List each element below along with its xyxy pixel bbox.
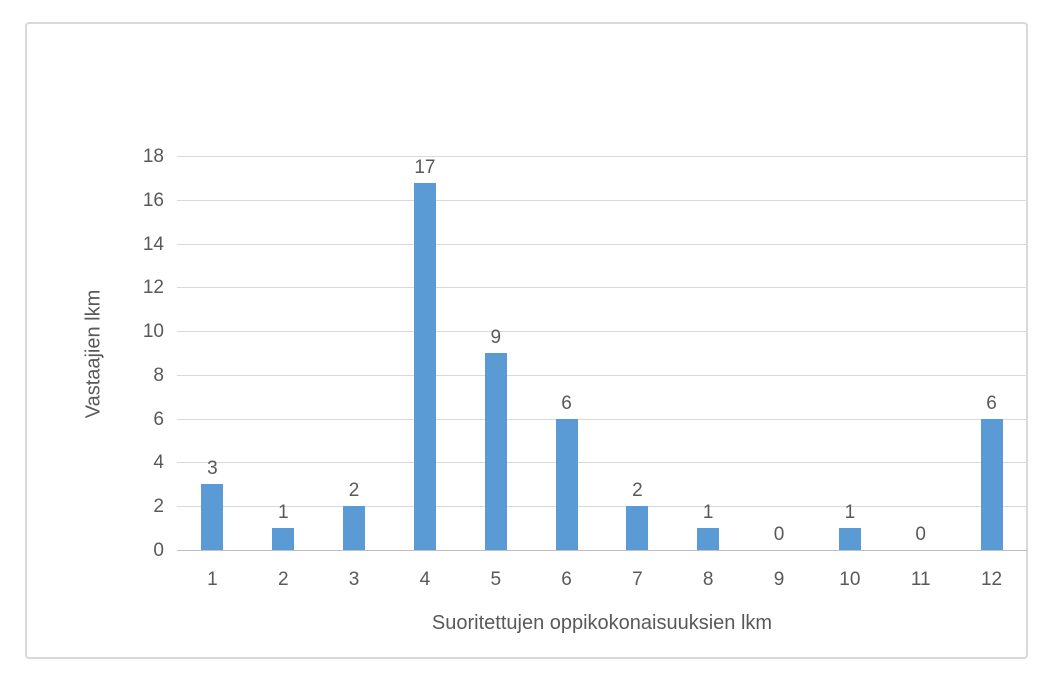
y-axis-tick-label: 12: [142, 277, 164, 299]
x-axis-category-labels: 1 2 3 4 5 6 7 8 9 10 11 12: [177, 569, 1027, 591]
y-axis-tick-label: 18: [142, 146, 164, 167]
x-axis-category-label: 3: [348, 569, 360, 590]
bar-slot: 0: [744, 157, 815, 550]
y-axis-tick-label: 6: [153, 408, 164, 430]
x-axis-category-label: 7: [632, 569, 643, 590]
gridline: [177, 506, 1027, 508]
bar-slot: 9: [460, 157, 531, 550]
x-axis-category-label: 2: [277, 569, 289, 590]
bar-slot: 6: [531, 157, 602, 550]
bar-slot: 3: [177, 157, 248, 550]
bar-value-label: 0: [773, 524, 785, 545]
gridline: [177, 331, 1027, 333]
bar-value-label: 9: [490, 327, 502, 348]
y-axis-tick-label: 0: [153, 540, 164, 561]
bar: [413, 183, 436, 550]
bar-slot: 1: [248, 157, 319, 550]
y-axis-tick-label: 4: [153, 452, 164, 474]
y-axis-tick-label: 2: [153, 496, 164, 518]
bar-value-label: 6: [986, 392, 997, 414]
y-axis-tick-label: 16: [142, 189, 164, 211]
bar-slot: 17: [389, 157, 460, 550]
x-axis-title: Suoritettujen oppikokonaisuuksien lkm: [431, 612, 773, 634]
bar: [626, 506, 649, 550]
bar: [980, 418, 1003, 550]
y-axis-ticks: 0 2 4 6 8 10 12 14 16 18: [27, 146, 164, 561]
x-axis-category-label: 8: [702, 569, 714, 590]
x-axis-category-label: 1: [207, 569, 218, 590]
gridline: [177, 156, 1027, 157]
bar-slot: 0: [885, 157, 956, 550]
bar-slot: 6: [956, 157, 1027, 550]
x-axis-category-label: 4: [419, 569, 431, 590]
bar: [697, 528, 720, 550]
bar-value-label: 6: [561, 392, 572, 414]
bar-value-label: 1: [277, 502, 289, 524]
gridline: [177, 374, 1027, 376]
bar-value-label: 0: [915, 524, 926, 545]
y-axis-tick-label: 14: [142, 233, 164, 255]
gridlines: [177, 156, 1027, 550]
bar-slot: 2: [319, 157, 390, 550]
x-axis-category-label: 12: [980, 569, 1003, 590]
x-axis-category-label: 5: [490, 569, 502, 590]
y-axis-tick-label: 10: [142, 321, 164, 343]
bar: [838, 528, 861, 550]
x-axis-category-label: 9: [773, 569, 785, 590]
bar-value-label: 3: [207, 458, 218, 480]
bar-value-label: 1: [844, 502, 856, 524]
bar-value-label: 2: [632, 480, 643, 502]
gridline: [177, 287, 1027, 289]
bar-value-label: 17: [414, 157, 436, 178]
bar-slot: 1: [814, 157, 885, 550]
bars: 3 1 2 17 9 6 2 1 0 1 0 6: [177, 157, 1027, 550]
gridline: [177, 462, 1027, 464]
bar-slot: 1: [673, 157, 744, 550]
bar-value-label: 2: [348, 480, 360, 502]
bar-slot: 2: [602, 157, 673, 550]
gridline: [177, 199, 1027, 201]
x-axis-category-label: 10: [839, 569, 861, 590]
bar: [201, 484, 224, 550]
plot-area: 3 1 2 17 9 6 2 1 0 1 0 6: [177, 156, 1027, 551]
bar: [343, 506, 366, 550]
bar: [272, 528, 295, 550]
bar: [555, 418, 578, 550]
bar-value-label: 1: [702, 502, 714, 524]
x-axis-category-label: 6: [561, 569, 572, 590]
y-axis-title: Vastaajien lkm: [82, 289, 105, 419]
x-axis-category-label: 11: [910, 569, 931, 590]
gridline: [177, 418, 1027, 420]
bar: [484, 353, 507, 550]
y-axis-tick-label: 8: [153, 364, 164, 386]
gridline: [177, 243, 1027, 245]
